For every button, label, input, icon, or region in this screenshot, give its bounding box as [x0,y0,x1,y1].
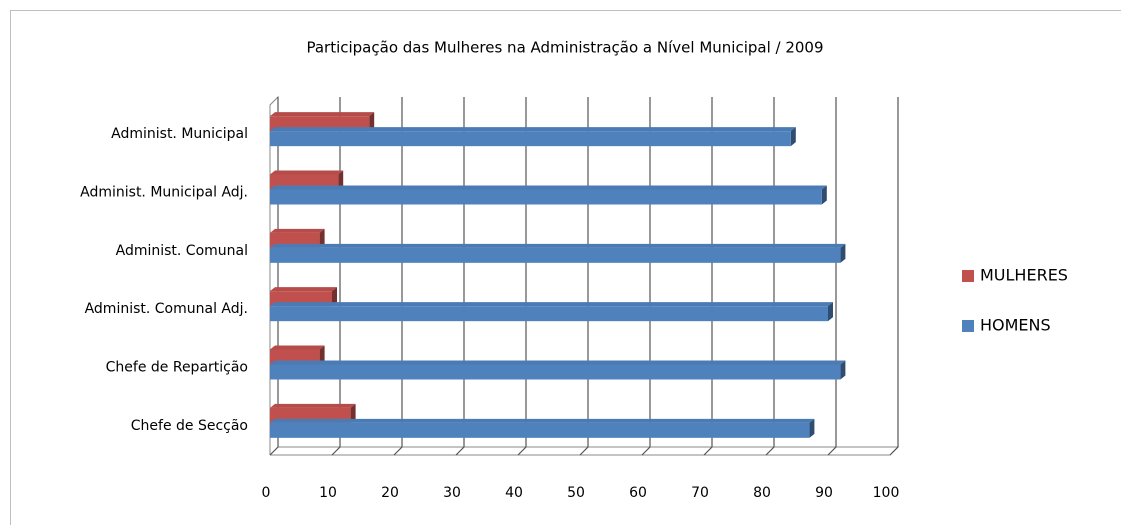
y-tick-label: Administ. Municipal [111,126,248,142]
bar-side [319,345,325,365]
bar-side [840,360,846,380]
grid-line [889,97,899,456]
grid-line [517,97,527,456]
y-tick-label: Chefe de Secção [131,418,248,434]
x-tick-label: 60 [629,485,647,501]
y-tick-label: Administ. Municipal Adj. [80,185,248,201]
grid-line [827,97,837,456]
bar-top [270,403,356,408]
x-tick-label: 20 [381,485,399,501]
legend-label: HOMENS [980,316,1051,335]
x-tick-label: 40 [505,485,523,501]
bar-top [270,345,325,350]
bar-side [840,243,846,263]
bar-top [270,112,375,117]
bar-side [828,302,833,322]
x-tick-label: 80 [753,485,771,501]
grid-line [641,97,651,456]
bar [270,364,841,380]
bar-top [270,360,846,365]
bar-top [270,287,337,292]
bar-top [270,418,815,423]
legend-label: MULHERES [980,266,1068,285]
x-tick-label: 30 [443,485,461,501]
bar [270,131,791,147]
chart-title: Participação das Mulheres na Administraç… [306,39,823,57]
grid-line [455,97,465,456]
chart-frame [10,10,1121,525]
y-tick-label: Administ. Comunal Adj. [85,301,248,317]
y-tick-label: Chefe de Repartição [106,360,248,376]
bar-side [332,287,337,307]
x-tick-label: 0 [262,485,271,501]
x-tick-label: 100 [873,485,900,501]
bar-top [270,302,833,307]
legend-swatch [962,320,974,332]
bar-top [270,243,846,248]
grid-line [703,97,713,456]
x-tick-label: 90 [815,485,833,501]
bar-side [809,418,815,438]
grid-line [269,97,279,456]
bar-side [821,185,827,205]
bar-top [270,170,344,175]
bar [270,189,822,205]
bar [270,422,810,438]
bar-side [319,228,325,248]
grid-line [331,97,341,456]
y-tick-label: Administ. Comunal [116,243,248,259]
bar-side [790,127,796,147]
bar-top [270,185,827,190]
grid-line [765,97,775,456]
bar [270,306,828,322]
bar-side [338,170,344,190]
bar-side [350,403,356,423]
bar-top [270,228,325,233]
bar-side [369,112,375,132]
x-tick-label: 70 [691,485,709,501]
bar-top [270,127,796,132]
bar [270,247,841,263]
grid-line [393,97,403,456]
grid-line [579,97,589,456]
legend-swatch [962,270,974,282]
x-tick-label: 10 [319,485,337,501]
x-tick-label: 50 [567,485,585,501]
